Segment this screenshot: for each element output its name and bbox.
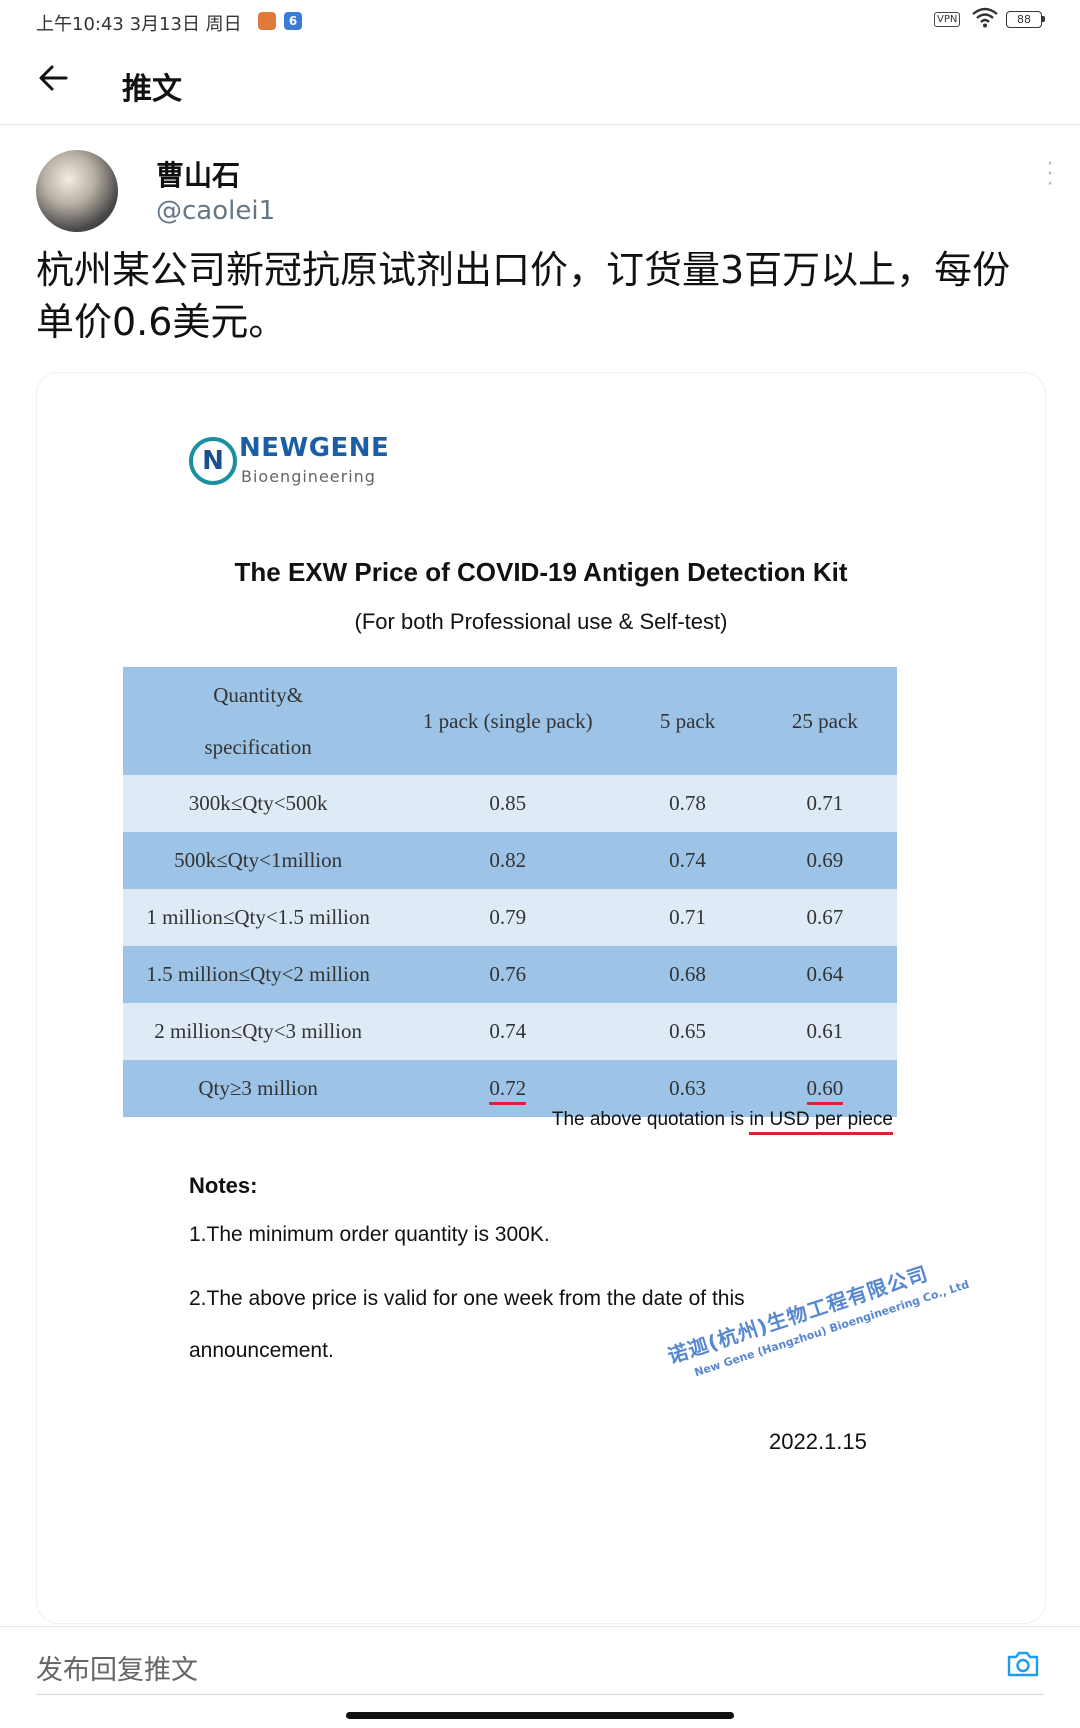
price-1-pack: 0.76 — [393, 946, 623, 1003]
page-title: 推文 — [122, 72, 182, 107]
tweet-text: 杭州某公司新冠抗原试剂出口价，订货量3百万以上，每份单价0.6美元。 — [36, 248, 1011, 344]
home-indicator[interactable] — [346, 1712, 734, 1719]
price-1-pack: 0.82 — [393, 832, 623, 889]
qty-cell: Qty≥3 million — [123, 1060, 394, 1117]
table-row: 2 million≤Qty<3 million 0.74 0.65 0.61 — [123, 1003, 897, 1060]
newgene-logo-icon: N — [189, 437, 237, 485]
price-5-pack: 0.71 — [622, 889, 753, 946]
highlighted-price: 0.60 — [806, 1076, 844, 1105]
price-25-pack: 0.71 — [752, 775, 897, 832]
document-date: 2022.1.15 — [769, 1429, 867, 1454]
price-5-pack: 0.74 — [622, 832, 753, 889]
price-1-pack: 0.74 — [393, 1003, 623, 1060]
more-options-icon[interactable]: · · · — [1046, 152, 1054, 197]
price-table: Quantity& specification 1 pack (single pa… — [123, 667, 897, 1117]
header-quantity-line1: Quantity& — [213, 683, 304, 707]
quotation-note-prefix: The above quotation is — [551, 1109, 750, 1130]
header-quantity: Quantity& specification — [123, 667, 394, 775]
document-subtitle: (For both Professional use & Self-test) — [354, 609, 728, 634]
price-25-pack: 0.61 — [752, 1003, 897, 1060]
tweet-image[interactable]: N NEWGENE Bioengineering The EXW Price o… — [36, 372, 1046, 1624]
qty-cell: 500k≤Qty<1million — [123, 832, 394, 889]
price-25-pack: 0.69 — [752, 832, 897, 889]
author-handle[interactable]: @caolei1 — [156, 196, 276, 226]
table-row: 1 million≤Qty<1.5 million 0.79 0.71 0.67 — [123, 889, 897, 946]
price-5-pack: 0.63 — [622, 1060, 753, 1117]
logo-subtitle: Bioengineering — [241, 467, 376, 486]
price-25-pack: 0.64 — [752, 946, 897, 1003]
price-1-pack: 0.79 — [393, 889, 623, 946]
qty-cell: 1.5 million≤Qty<2 million — [123, 946, 394, 1003]
avatar[interactable] — [36, 150, 118, 232]
reply-divider — [0, 1626, 1080, 1627]
reply-input[interactable]: 发布回复推文 — [36, 1655, 198, 1686]
price-25-pack: 0.67 — [752, 889, 897, 946]
qty-cell: 2 million≤Qty<3 million — [123, 1003, 394, 1060]
notification-app-icon: 6 — [284, 12, 302, 30]
header-25-pack: 25 pack — [752, 667, 897, 775]
price-5-pack: 0.65 — [622, 1003, 753, 1060]
qty-cell: 1 million≤Qty<1.5 million — [123, 889, 394, 946]
price-5-pack: 0.68 — [622, 946, 753, 1003]
highlighted-price: 0.72 — [489, 1076, 527, 1105]
header-5-pack: 5 pack — [622, 667, 753, 775]
note-item: 2.The above price is valid for one week … — [189, 1287, 745, 1362]
table-header-row: Quantity& specification 1 pack (single pa… — [123, 667, 897, 775]
wifi-icon — [972, 6, 998, 33]
qty-cell: 300k≤Qty<500k — [123, 775, 394, 832]
quotation-note-highlight: in USD per piece — [749, 1109, 893, 1135]
battery-tip — [1042, 16, 1045, 22]
logo-name: NEWGENE — [239, 433, 390, 463]
back-arrow-icon[interactable] — [38, 62, 68, 102]
notes-title: Notes: — [189, 1173, 258, 1198]
header-divider — [0, 124, 1080, 125]
battery-icon: 88 — [1006, 11, 1042, 28]
camera-icon[interactable] — [1006, 1650, 1040, 1678]
header-quantity-line2: specification — [204, 735, 312, 759]
quotation-note: The above quotation is in USD per piece — [37, 1109, 893, 1135]
table-row: Qty≥3 million 0.72 0.63 0.60 — [123, 1060, 897, 1117]
status-bar: 上午10:43 3月13日 周日 6 VPN 88 — [0, 0, 1080, 44]
price-1-pack: 0.72 — [393, 1060, 623, 1117]
price-5-pack: 0.78 — [622, 775, 753, 832]
table-row: 300k≤Qty<500k 0.85 0.78 0.71 — [123, 775, 897, 832]
price-1-pack: 0.85 — [393, 775, 623, 832]
vpn-icon: VPN — [934, 12, 961, 27]
status-time: 上午10:43 3月13日 周日 — [36, 14, 242, 35]
reply-underline — [36, 1694, 1044, 1695]
table-row: 500k≤Qty<1million 0.82 0.74 0.69 — [123, 832, 897, 889]
price-25-pack: 0.60 — [752, 1060, 897, 1117]
header-1-pack: 1 pack (single pack) — [393, 667, 623, 775]
notification-app-icon — [258, 12, 276, 30]
document-title: The EXW Price of COVID-19 Antigen Detect… — [234, 557, 848, 587]
author-name[interactable]: 曹山石 — [156, 159, 241, 192]
table-row: 1.5 million≤Qty<2 million 0.76 0.68 0.64 — [123, 946, 897, 1003]
note-item: 1.The minimum order quantity is 300K. — [189, 1223, 550, 1246]
